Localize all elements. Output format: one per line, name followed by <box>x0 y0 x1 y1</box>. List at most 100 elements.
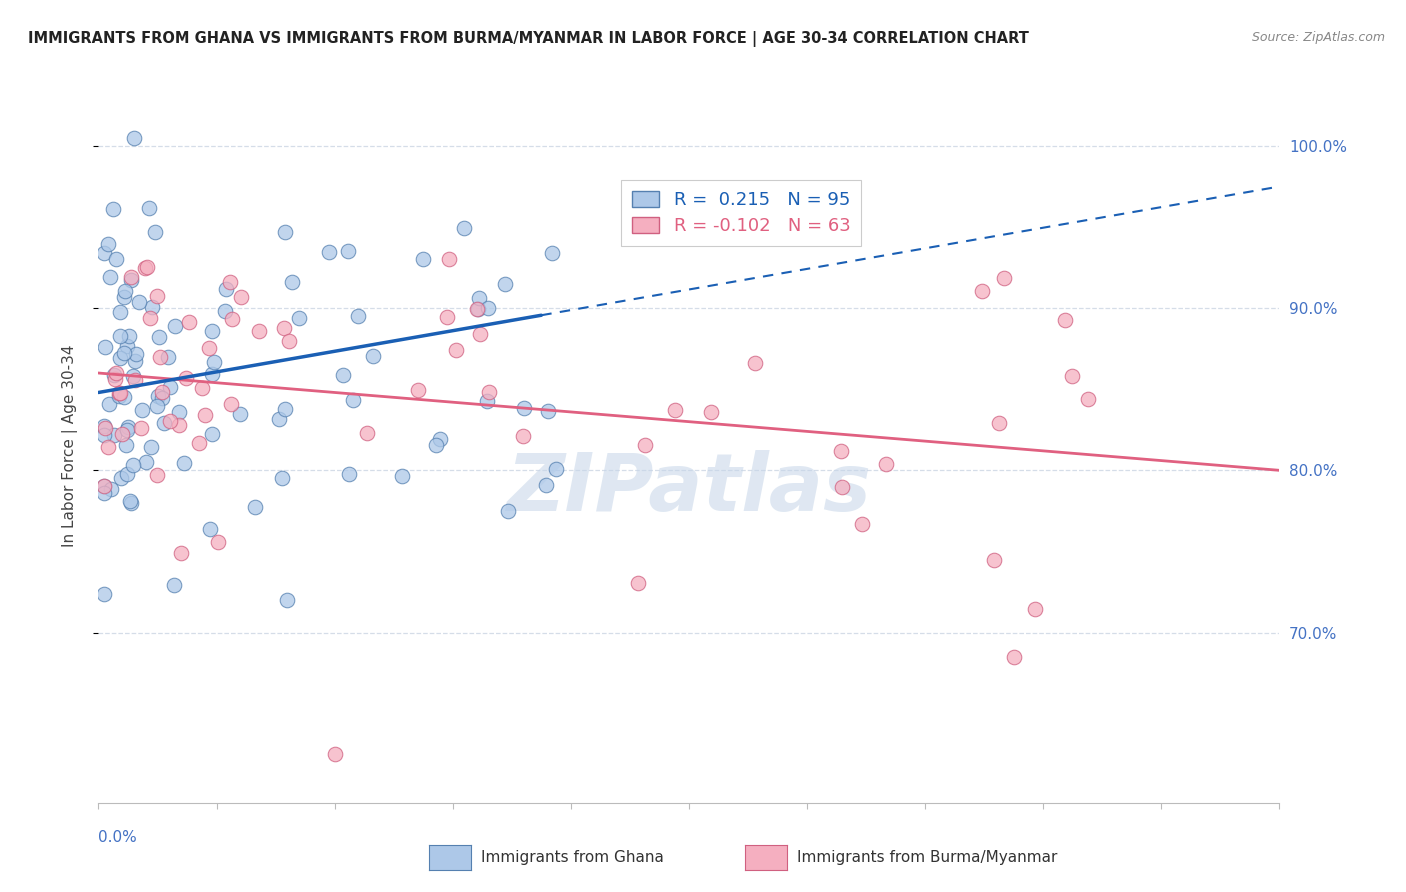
Point <box>332 368 354 382</box>
Point <box>202 355 225 369</box>
Point <box>122 458 145 472</box>
Point <box>467 301 489 316</box>
Point <box>122 368 145 383</box>
Point <box>139 441 162 455</box>
Point <box>105 366 128 380</box>
Text: Source: ZipAtlas.com: Source: ZipAtlas.com <box>1251 31 1385 45</box>
Point <box>98 270 121 285</box>
Point <box>627 576 650 591</box>
Point <box>110 471 132 485</box>
Point <box>274 225 297 239</box>
Point <box>105 252 128 266</box>
Point <box>412 252 434 267</box>
Point <box>179 315 201 329</box>
Point <box>149 350 172 364</box>
Point <box>1002 649 1025 664</box>
Point <box>425 438 447 452</box>
Point <box>988 416 1011 430</box>
Point <box>139 311 162 326</box>
Point <box>1060 369 1083 384</box>
Point <box>128 294 150 309</box>
Point <box>336 244 359 259</box>
Point <box>100 482 122 496</box>
Point <box>124 373 146 387</box>
Point <box>173 457 195 471</box>
Point <box>347 309 370 323</box>
Point <box>478 384 501 399</box>
Point <box>446 343 468 358</box>
Text: ZIPatlas: ZIPatlas <box>506 450 872 528</box>
Point <box>465 302 488 317</box>
Point <box>288 310 311 325</box>
Point <box>170 545 193 559</box>
Point <box>120 496 142 510</box>
Point <box>229 407 252 421</box>
Point <box>114 438 136 452</box>
Point <box>163 578 186 592</box>
Text: Immigrants from Ghana: Immigrants from Ghana <box>481 850 664 864</box>
Point <box>541 245 564 260</box>
Point <box>118 329 141 343</box>
Point <box>477 301 499 316</box>
Point <box>194 408 217 422</box>
Point <box>148 389 170 403</box>
Point <box>131 402 153 417</box>
Point <box>851 516 873 531</box>
Point <box>512 429 534 443</box>
Point <box>356 426 378 441</box>
Point <box>120 494 142 508</box>
Legend: R =  0.215   N = 95, R = -0.102   N = 63: R = 0.215 N = 95, R = -0.102 N = 63 <box>621 180 860 245</box>
Point <box>201 427 224 442</box>
Point <box>110 386 132 401</box>
Point <box>436 310 458 324</box>
Point <box>496 503 519 517</box>
Point <box>214 304 236 318</box>
Y-axis label: In Labor Force | Age 30-34: In Labor Force | Age 30-34 <box>62 344 77 548</box>
Point <box>247 324 270 338</box>
Point <box>110 351 132 366</box>
Point <box>146 468 169 483</box>
Point <box>112 390 135 404</box>
Point <box>318 245 340 260</box>
Point <box>475 394 498 409</box>
Point <box>664 402 686 417</box>
Point <box>125 347 148 361</box>
Point <box>174 370 197 384</box>
Text: IMMIGRANTS FROM GHANA VS IMMIGRANTS FROM BURMA/MYANMAR IN LABOR FORCE | AGE 30-3: IMMIGRANTS FROM GHANA VS IMMIGRANTS FROM… <box>28 31 1029 47</box>
Point <box>107 385 129 400</box>
Point <box>120 270 142 285</box>
Point <box>408 383 430 397</box>
Point <box>468 326 491 341</box>
Point <box>169 404 191 418</box>
Point <box>468 291 491 305</box>
Point <box>103 428 125 442</box>
Point <box>831 480 853 494</box>
Point <box>97 237 120 252</box>
Point <box>114 284 136 298</box>
Point <box>363 349 385 363</box>
Point <box>1053 313 1076 327</box>
Point <box>112 346 135 360</box>
Point <box>494 277 516 291</box>
Point <box>198 342 221 356</box>
Point <box>200 522 222 536</box>
Point <box>537 403 560 417</box>
Point <box>219 275 242 289</box>
Point <box>148 330 170 344</box>
Point <box>274 401 297 416</box>
Point <box>143 225 166 239</box>
Point <box>93 419 115 434</box>
Point <box>337 467 360 481</box>
Point <box>243 500 266 514</box>
Point <box>221 311 243 326</box>
Point <box>120 273 142 287</box>
Point <box>437 252 460 266</box>
Point <box>117 419 139 434</box>
Point <box>93 479 115 493</box>
Point <box>93 245 115 260</box>
Point <box>122 131 145 145</box>
Point <box>146 400 169 414</box>
Point <box>201 367 224 381</box>
Point <box>830 444 852 458</box>
Point <box>970 284 993 298</box>
